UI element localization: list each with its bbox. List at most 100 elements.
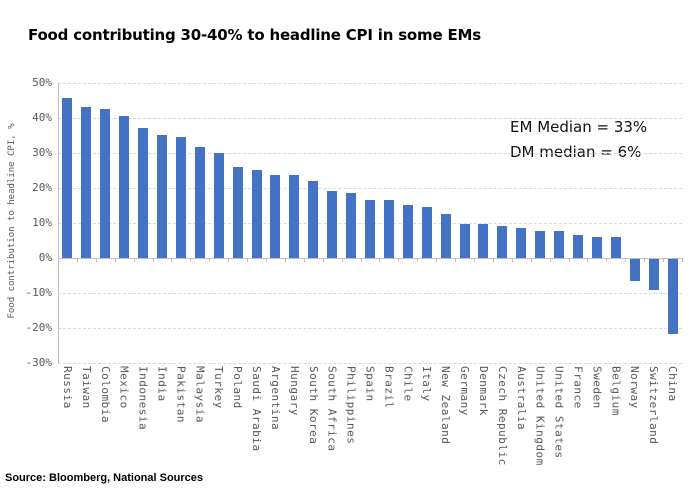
bar-chile (402, 205, 413, 258)
category-tick (114, 257, 116, 262)
x-label-brazil: Brazil (382, 366, 396, 409)
category-tick (492, 257, 494, 262)
category-tick (455, 257, 457, 262)
x-label-taiwan: Taiwan (79, 366, 93, 409)
y-tick-label-50: 50% (32, 75, 52, 89)
category-tick (663, 257, 665, 262)
y-tick-label-10: 10% (32, 215, 52, 229)
bar-spain (365, 199, 375, 258)
x-label-china: China (666, 366, 680, 402)
bar-australia (516, 227, 527, 258)
bar-united-states (554, 231, 565, 258)
x-label-turkey: Turkey (212, 366, 226, 409)
x-label-italy: Italy (420, 366, 434, 402)
category-axis-line (58, 257, 682, 259)
category-tick (228, 257, 230, 262)
y-tick-label-20: 20% (32, 180, 52, 194)
category-tick (625, 257, 627, 262)
x-label-philippines: Philippines (344, 366, 358, 445)
y-tick-label--10: -10% (25, 285, 53, 299)
category-tick (322, 257, 324, 262)
x-label-france: France (571, 366, 585, 409)
bar-south-korea (308, 180, 319, 258)
y-tick-label-0: 0% (38, 250, 52, 264)
x-label-switzerland: Switzerland (647, 366, 661, 445)
bar-brazil (383, 199, 394, 258)
bar-denmark (478, 224, 489, 258)
bar-italy (421, 206, 432, 258)
category-tick (209, 257, 211, 262)
x-label-mexico: Mexico (117, 366, 131, 409)
category-tick (76, 257, 78, 262)
category-tick (95, 257, 97, 262)
bar-indonesia (138, 128, 149, 258)
bar-argentina (270, 175, 281, 258)
gridline--10 (58, 292, 682, 294)
x-label-colombia: Colombia (98, 366, 112, 423)
x-label-malaysia: Malaysia (193, 366, 207, 423)
y-axis-line (58, 82, 59, 363)
category-tick (133, 257, 135, 262)
gridline--30 (58, 362, 682, 364)
category-tick (606, 257, 608, 262)
bar-russia (62, 98, 73, 258)
x-label-chile: Chile (401, 366, 415, 402)
bar-hungary (289, 175, 300, 258)
gridline-40 (58, 117, 682, 119)
category-tick (644, 257, 646, 262)
category-tick (58, 257, 59, 262)
category-tick (341, 257, 343, 262)
bar-china (667, 258, 678, 334)
bar-mexico (119, 115, 130, 258)
bar-czech-republic (497, 226, 508, 258)
bar-switzerland (648, 258, 659, 290)
category-tick (568, 257, 570, 262)
category-tick (152, 257, 154, 262)
category-tick (284, 257, 286, 262)
bar-south-africa (327, 191, 338, 258)
x-label-argentina: Argentina (268, 366, 282, 431)
category-tick (266, 257, 267, 262)
category-tick (682, 257, 683, 262)
bar-poland (232, 166, 243, 258)
x-label-belgium: Belgium (609, 366, 623, 416)
x-label-spain: Spain (363, 366, 377, 402)
y-tick-label--20: -20% (25, 320, 53, 334)
category-tick (398, 257, 400, 262)
category-tick (530, 257, 532, 262)
gridline-50 (58, 82, 682, 84)
category-tick (417, 257, 419, 262)
x-label-united-states: United States (552, 366, 566, 459)
bar-new-zealand (440, 213, 451, 258)
x-label-sweden: Sweden (590, 366, 604, 409)
bar-france (573, 234, 583, 258)
bar-philippines (346, 192, 357, 258)
bar-turkey (213, 152, 224, 258)
category-tick (549, 257, 551, 262)
x-label-pakistan: Pakistan (174, 366, 188, 423)
gridline-30 (58, 152, 682, 154)
category-tick (436, 257, 438, 262)
bar-colombia (100, 108, 111, 258)
category-tick (511, 257, 513, 262)
bar-sweden (591, 236, 602, 258)
category-tick (474, 257, 475, 262)
x-label-poland: Poland (231, 366, 245, 409)
x-label-germany: Germany (458, 366, 472, 416)
x-label-russia: Russia (60, 366, 74, 409)
category-tick (190, 257, 192, 262)
x-label-united-kingdom: United Kingdom (533, 366, 547, 466)
x-label-india: India (155, 366, 169, 402)
bar-norway (629, 258, 640, 282)
gridline-20 (58, 187, 682, 189)
x-label-australia: Australia (514, 366, 528, 431)
x-label-norway: Norway (628, 366, 642, 409)
category-tick (303, 257, 305, 262)
x-label-south-korea: South Korea (306, 366, 320, 445)
bar-united-kingdom (535, 231, 546, 258)
bar-germany (459, 224, 470, 258)
gridline--20 (58, 327, 682, 329)
category-tick (587, 257, 589, 262)
